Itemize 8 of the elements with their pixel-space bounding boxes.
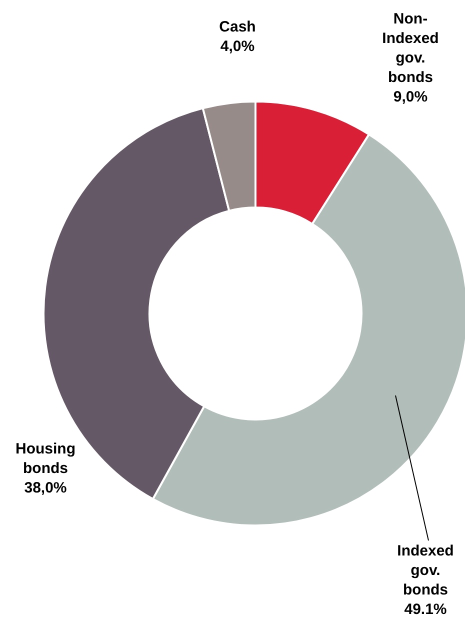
data-label: 38,0% (24, 480, 67, 497)
data-label: 9,0% (393, 88, 428, 106)
slice-label: Indexed gov. bonds (397, 542, 454, 599)
data-label: 4,0% (220, 38, 255, 56)
slice-label: Non- Indexed gov. bonds (382, 10, 439, 86)
slice-label: Housing bonds (16, 440, 76, 478)
data-label: 49.1% (404, 601, 447, 618)
slice-label: Cash (219, 18, 256, 36)
